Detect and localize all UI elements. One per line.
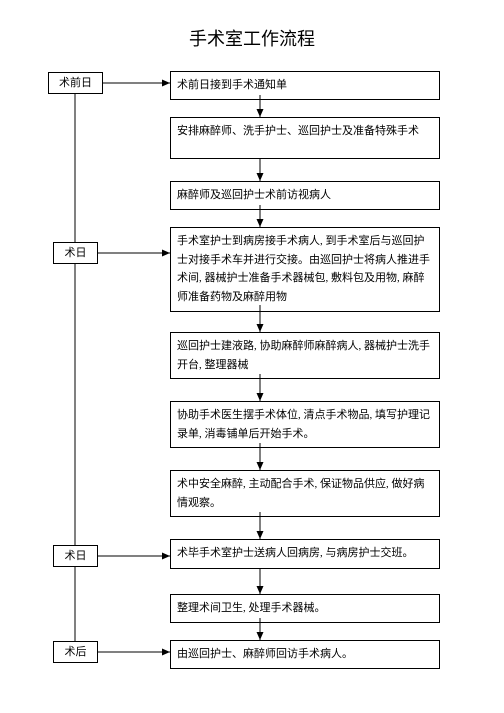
step-4-text: 手术室护士到病房接手术病人, 到手术室后与巡回护士对接手术车并进行交接。由巡回护… bbox=[177, 235, 430, 303]
step-3-text: 麻醉师及巡回护士术前访视病人 bbox=[177, 189, 331, 201]
step-1: 术前日接到手术通知单 bbox=[170, 71, 440, 100]
step-9: 整理术间卫生, 处理手术器械。 bbox=[170, 594, 440, 623]
step-6: 协助手术医生摆手术体位, 清点手术物品, 填写护理记录单, 消毒铺单后开始手术。 bbox=[170, 401, 440, 448]
step-2: 安排麻醉师、洗手护士、巡回护士及准备特殊手术 bbox=[170, 117, 440, 159]
step-7: 术中安全麻醉, 主动配合手术, 保证物品供应, 做好病情观察。 bbox=[170, 470, 440, 517]
step-5-text: 巡回护士建液路, 协助麻醉师麻醉病人, 器械护士洗手开台, 整理器械 bbox=[177, 340, 430, 371]
phase-day2-label: 术日 bbox=[65, 550, 87, 562]
step-1-text: 术前日接到手术通知单 bbox=[177, 79, 287, 91]
step-7-text: 术中安全麻醉, 主动配合手术, 保证物品供应, 做好病情观察。 bbox=[177, 478, 425, 509]
step-9-text: 整理术间卫生, 处理手术器械。 bbox=[177, 602, 326, 614]
step-10: 由巡回护士、麻醉师回访手术病人。 bbox=[170, 640, 440, 669]
phase-day1-label: 术日 bbox=[65, 247, 87, 259]
step-4: 手术室护士到病房接手术病人, 到手术室后与巡回护士对接手术车并进行交接。由巡回护… bbox=[170, 227, 440, 312]
step-5: 巡回护士建液路, 协助麻醉师麻醉病人, 器械护士洗手开台, 整理器械 bbox=[170, 332, 440, 379]
phase-pre: 术前日 bbox=[48, 72, 103, 94]
phase-pre-label: 术前日 bbox=[59, 77, 92, 89]
step-8-text: 术毕手术室护士送病人回病房, 与病房护士交班。 bbox=[177, 547, 414, 559]
phase-day1: 术日 bbox=[53, 242, 98, 264]
phase-day2: 术日 bbox=[53, 545, 98, 567]
page-title: 手术室工作流程 bbox=[0, 25, 504, 51]
step-3: 麻醉师及巡回护士术前访视病人 bbox=[170, 181, 440, 210]
phase-post: 术后 bbox=[53, 641, 98, 663]
phase-post-label: 术后 bbox=[65, 646, 87, 658]
step-2-text: 安排麻醉师、洗手护士、巡回护士及准备特殊手术 bbox=[177, 125, 419, 137]
step-6-text: 协助手术医生摆手术体位, 清点手术物品, 填写护理记录单, 消毒铺单后开始手术。 bbox=[177, 409, 430, 440]
step-8: 术毕手术室护士送病人回病房, 与病房护士交班。 bbox=[170, 539, 440, 569]
step-10-text: 由巡回护士、麻醉师回访手术病人。 bbox=[177, 648, 353, 660]
